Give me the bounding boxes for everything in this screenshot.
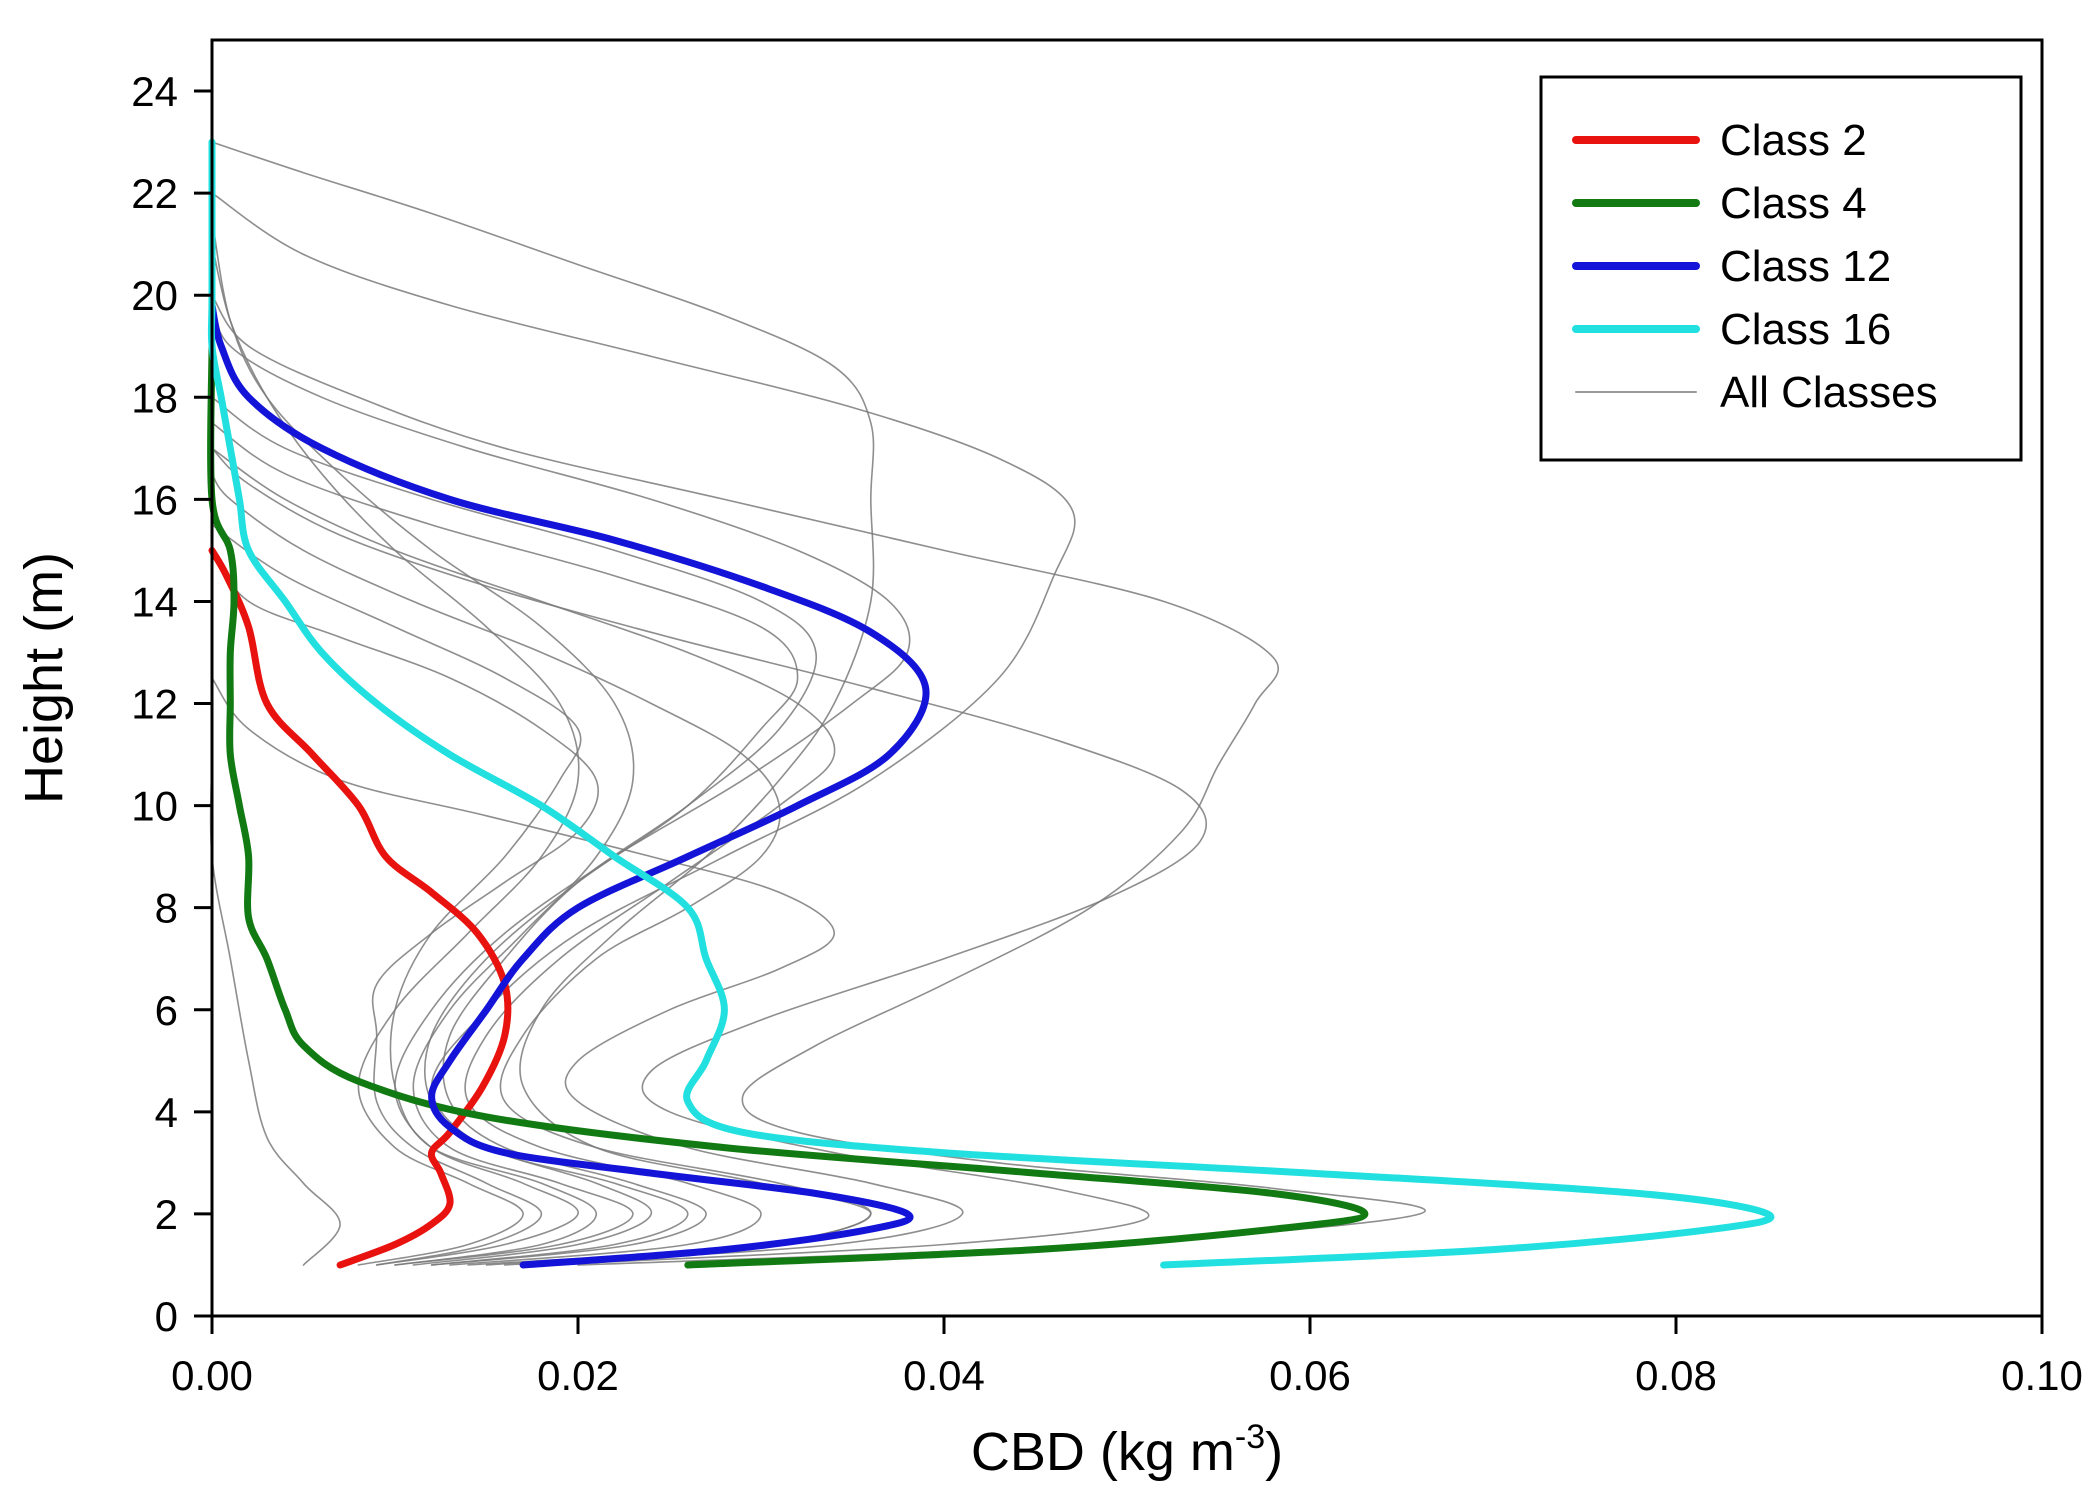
- y-tick-label: 24: [131, 68, 178, 115]
- series-line-all-classes-11: [211, 294, 911, 1266]
- y-tick-label: 20: [131, 272, 178, 319]
- y-axis-title: Height (m): [14, 552, 74, 804]
- series-line-all-classes-15: [211, 217, 635, 1266]
- series-line-all-classes-2: [211, 549, 599, 1266]
- series-line-all-classes-14: [211, 243, 580, 1266]
- legend: Class 2 Class 4 Class 12 Class 16 All Classe…: [1539, 75, 2023, 462]
- series-line-all-classes-8: [211, 677, 964, 1266]
- series-layer: [207, 138, 1775, 1269]
- x-tick-label: 0.00: [171, 1352, 253, 1399]
- series-line-class-16: [207, 138, 1775, 1269]
- x-tick-label: 0.10: [2001, 1352, 2083, 1399]
- y-tick-label: 2: [155, 1191, 178, 1238]
- x-axis-title-close: ): [1265, 1422, 1283, 1482]
- legend-label: Class 12: [1720, 242, 1891, 291]
- x-axis: 0.00 0.02 0.04 0.06 0.08 0.10: [171, 1316, 2083, 1399]
- x-axis-title-main: CBD (kg m: [971, 1422, 1235, 1482]
- legend-label: All Classes: [1720, 368, 1938, 417]
- plot-area-frame: [210, 38, 2044, 1318]
- y-tick-label: 4: [155, 1089, 178, 1136]
- y-tick-label: 6: [155, 987, 178, 1034]
- x-tick-label: 0.02: [537, 1352, 619, 1399]
- y-tick-label: 8: [155, 885, 178, 932]
- legend-label: Class 2: [1720, 116, 1867, 165]
- y-tick-label: 0: [155, 1293, 178, 1340]
- y-tick-label: 10: [131, 783, 178, 830]
- series-line-class-12: [208, 301, 930, 1269]
- series-line-all-classes-3: [211, 524, 598, 1266]
- legend-label: Class 4: [1720, 179, 1867, 228]
- series-line-all-classes-10: [211, 294, 1426, 1266]
- x-tick-label: 0.06: [1269, 1352, 1351, 1399]
- series-line-class-4: [207, 342, 1369, 1269]
- x-axis-title: CBD (kg m-3): [971, 1418, 1283, 1482]
- series-line-all-classes-12: [211, 192, 1076, 1266]
- series-line-all-classes-6: [211, 447, 836, 1266]
- y-tick-label: 14: [131, 578, 178, 625]
- x-tick-label: 0.08: [1635, 1352, 1717, 1399]
- x-axis-title-superscript: -3: [1235, 1418, 1265, 1456]
- y-tick-label: 16: [131, 476, 178, 523]
- y-tick-label: 12: [131, 681, 178, 728]
- legend-label: Class 16: [1720, 305, 1891, 354]
- y-tick-label: 22: [131, 170, 178, 217]
- legend-items: Class 2 Class 4 Class 12 Class 16 All Classe…: [1572, 116, 1938, 417]
- series-line-all-classes-9: [211, 447, 1208, 1266]
- x-tick-label: 0.04: [903, 1352, 985, 1399]
- y-tick-label: 18: [131, 374, 178, 421]
